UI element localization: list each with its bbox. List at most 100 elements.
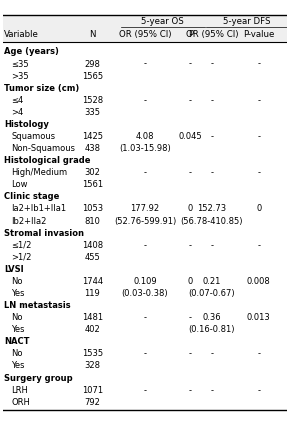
Text: -: - — [210, 96, 213, 105]
Text: 152.73: 152.73 — [197, 204, 226, 213]
Text: LN metastasis: LN metastasis — [4, 301, 71, 310]
Text: -: - — [189, 349, 192, 358]
Text: 810: 810 — [84, 217, 100, 226]
Text: -: - — [257, 60, 260, 68]
Text: -: - — [257, 168, 260, 177]
Text: (0.03-0.38): (0.03-0.38) — [122, 289, 168, 298]
Text: Clinic stage: Clinic stage — [4, 193, 60, 201]
Text: 119: 119 — [85, 289, 100, 298]
Text: Yes: Yes — [11, 289, 25, 298]
Text: OR (95% CI): OR (95% CI) — [186, 30, 238, 39]
Text: -: - — [210, 385, 213, 395]
Text: (0.07-0.67): (0.07-0.67) — [188, 289, 235, 298]
Text: -: - — [144, 385, 146, 395]
Text: 302: 302 — [84, 168, 100, 177]
Text: -: - — [144, 96, 146, 105]
Text: >35: >35 — [11, 71, 29, 81]
Text: 0.36: 0.36 — [202, 313, 221, 322]
Text: -: - — [189, 313, 192, 322]
Text: (1.03-15.98): (1.03-15.98) — [119, 144, 171, 153]
Text: No: No — [11, 313, 23, 322]
Text: Age (years): Age (years) — [4, 48, 59, 57]
Text: -: - — [144, 313, 146, 322]
Text: LRH: LRH — [11, 385, 28, 395]
Text: Ia2+Ib1+IIa1: Ia2+Ib1+IIa1 — [11, 204, 66, 213]
Text: P-value: P-value — [243, 30, 274, 39]
Text: 1561: 1561 — [82, 180, 103, 189]
Text: 4.08: 4.08 — [136, 132, 154, 141]
Text: No: No — [11, 277, 23, 286]
Text: 1481: 1481 — [82, 313, 103, 322]
Text: -: - — [257, 132, 260, 141]
Text: Stromal invasion: Stromal invasion — [4, 229, 84, 238]
Text: 0: 0 — [188, 204, 193, 213]
Text: 1535: 1535 — [82, 349, 103, 358]
Text: LVSI: LVSI — [4, 265, 24, 274]
Text: (0.16-0.81): (0.16-0.81) — [188, 325, 235, 334]
Text: Yes: Yes — [11, 325, 25, 334]
Text: -: - — [210, 60, 213, 68]
Text: (56.78-410.85): (56.78-410.85) — [181, 217, 243, 226]
Text: Tumor size (cm): Tumor size (cm) — [4, 84, 79, 93]
Text: -: - — [144, 60, 146, 68]
Text: P: P — [188, 30, 193, 39]
Text: 0: 0 — [188, 277, 193, 286]
Text: 1528: 1528 — [82, 96, 103, 105]
Text: -: - — [210, 168, 213, 177]
Text: 1744: 1744 — [82, 277, 103, 286]
Text: 5-year OS: 5-year OS — [142, 17, 184, 26]
Text: -: - — [144, 349, 146, 358]
Text: ≤4: ≤4 — [11, 96, 24, 105]
Text: 5-year DFS: 5-year DFS — [223, 17, 270, 26]
Text: -: - — [257, 385, 260, 395]
Text: Surgery group: Surgery group — [4, 374, 73, 382]
Text: OR (95% CI): OR (95% CI) — [119, 30, 171, 39]
Text: -: - — [189, 168, 192, 177]
Text: (52.76-599.91): (52.76-599.91) — [114, 217, 176, 226]
Text: 298: 298 — [84, 60, 100, 68]
Text: ≤35: ≤35 — [11, 60, 29, 68]
Text: No: No — [11, 349, 23, 358]
Text: N: N — [89, 30, 96, 39]
Text: Histological grade: Histological grade — [4, 156, 91, 165]
Text: 0.109: 0.109 — [133, 277, 157, 286]
Text: -: - — [210, 349, 213, 358]
Text: 328: 328 — [84, 362, 100, 371]
Text: >4: >4 — [11, 108, 24, 117]
Text: 455: 455 — [85, 253, 100, 262]
Text: High/Medium: High/Medium — [11, 168, 68, 177]
Text: 0: 0 — [256, 204, 261, 213]
Text: 0.21: 0.21 — [203, 277, 221, 286]
Text: Low: Low — [11, 180, 28, 189]
Text: -: - — [257, 349, 260, 358]
Text: ≤1/2: ≤1/2 — [11, 241, 32, 250]
Text: -: - — [189, 60, 192, 68]
Text: 0.008: 0.008 — [247, 277, 271, 286]
Text: Ib2+IIa2: Ib2+IIa2 — [11, 217, 47, 226]
Text: Non-Squamous: Non-Squamous — [11, 144, 75, 153]
Text: -: - — [257, 241, 260, 250]
Text: -: - — [189, 385, 192, 395]
Text: -: - — [257, 96, 260, 105]
Text: 1425: 1425 — [82, 132, 103, 141]
Text: Histology: Histology — [4, 120, 49, 129]
Text: NACT: NACT — [4, 337, 30, 346]
Text: Yes: Yes — [11, 362, 25, 371]
Text: >1/2: >1/2 — [11, 253, 32, 262]
Text: ORH: ORH — [11, 398, 30, 407]
Text: 177.92: 177.92 — [130, 204, 160, 213]
Text: 0.013: 0.013 — [247, 313, 271, 322]
Text: -: - — [210, 132, 213, 141]
Bar — [3, 15, 287, 42]
Text: 335: 335 — [84, 108, 100, 117]
Text: 402: 402 — [85, 325, 100, 334]
Text: -: - — [189, 241, 192, 250]
Text: Variable: Variable — [4, 30, 39, 39]
Text: -: - — [144, 168, 146, 177]
Text: Squamous: Squamous — [11, 132, 56, 141]
Text: 1053: 1053 — [82, 204, 103, 213]
Text: 1565: 1565 — [82, 71, 103, 81]
Text: -: - — [210, 241, 213, 250]
Text: -: - — [144, 241, 146, 250]
Text: 792: 792 — [84, 398, 100, 407]
